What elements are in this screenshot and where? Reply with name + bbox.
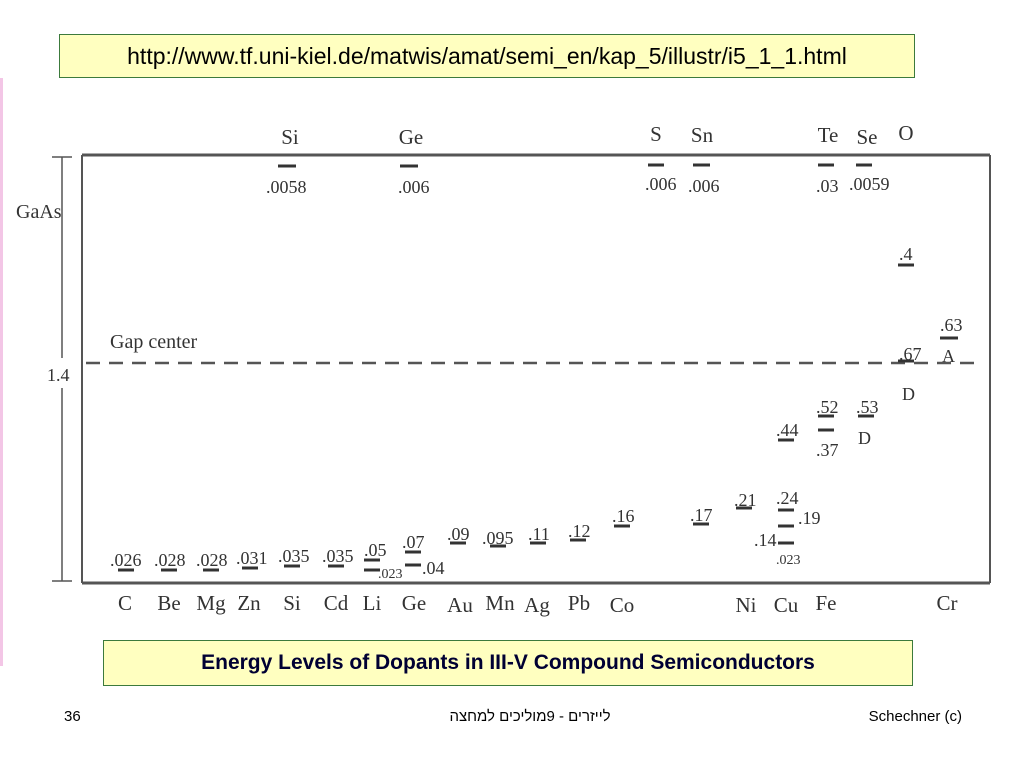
level-value-ni-021: .21 [734,490,757,510]
course-footer: לייזרים - 9מוליכים למחצה [449,708,611,725]
level-value-cu-024: .24 [776,488,799,508]
author-footer: Schechner (c) [868,708,962,725]
gap-value-label: 1.4 [47,365,70,385]
bottom-element-labels: C Be Mg Zn Si Cd Li Ge Au Mn Ag Pb Co Ni… [118,591,958,617]
level-value-cu-014: .14 [754,530,777,550]
level-type-fe-donor: D [858,428,871,448]
level-value-be-0028: .028 [154,550,186,570]
level-type-o-donor: D [902,384,915,404]
source-url: http://www.tf.uni-kiel.de/matwis/amat/se… [127,42,847,69]
bottom-element-ni: Ni [736,593,757,617]
level-value-cr-063: .63 [940,315,963,335]
level-value-zn-0031: .031 [236,548,268,568]
level-value-o-04: .4 [899,244,913,264]
dopant-energy-level-diagram: GaAs 1.4 Gap center Si Ge S Sn Te Se O C… [16,121,991,617]
bottom-element-mn: Mn [485,591,515,615]
gap-value-backdrop [40,358,68,388]
bottom-element-cr: Cr [937,591,958,615]
level-value-c-0026: .026 [110,550,142,570]
top-element-s: S [650,122,662,146]
bottom-element-fe: Fe [816,591,837,615]
band-frame [52,153,991,585]
level-value-sn-donor: .006 [688,176,720,196]
top-element-se: Se [857,125,878,149]
level-value-cd-0035: .035 [322,546,354,566]
slide-accent-line [0,78,3,666]
bottom-element-be: Be [157,591,180,615]
level-value-mn-0095: .095 [482,528,514,548]
bottom-element-si: Si [283,591,301,615]
level-value-fe-037: .37 [816,440,839,460]
level-value-cu-0023: .023 [776,553,801,568]
level-value-s-donor: .006 [645,174,677,194]
bottom-element-au: Au [447,593,473,617]
level-value-si-0035: .035 [278,546,310,566]
bottom-element-c: C [118,591,132,615]
page-number: 36 [64,708,81,725]
level-type-cr-acceptor: A [942,346,955,366]
level-value-te-donor: .03 [816,176,839,196]
bottom-element-pb: Pb [568,591,590,615]
bottom-element-co: Co [610,593,635,617]
level-value-cu-044: .44 [776,420,799,440]
bottom-element-ge: Ge [402,591,427,615]
bottom-element-zn: Zn [237,591,261,615]
top-element-ge: Ge [399,125,424,149]
top-element-o: O [898,121,913,145]
level-value-au-009: .09 [447,524,470,544]
bottom-element-li: Li [363,591,382,615]
top-element-te: Te [818,123,839,147]
source-url-box: http://www.tf.uni-kiel.de/matwis/amat/se… [59,34,915,78]
level-value-si-donor: .0058 [266,177,307,197]
material-label: GaAs [16,201,62,223]
energy-level-bars [118,163,958,572]
level-value-co-016: .16 [612,506,635,526]
top-element-labels: Si Ge S Sn Te Se O [281,121,913,149]
level-value-co-017: .17 [690,505,713,525]
level-value-li-0023: .023 [378,567,403,582]
level-value-li-005: .05 [364,540,387,560]
caption-box: Energy Levels of Dopants in III-V Compou… [103,640,913,686]
gap-center-label: Gap center [110,331,198,353]
level-value-se-donor: .0059 [849,174,890,194]
bottom-element-cu: Cu [774,593,799,617]
level-value-ge-donor: .006 [398,177,430,197]
top-element-sn: Sn [691,123,714,147]
level-value-mg-0028: .028 [196,550,228,570]
level-value-fe-052: .52 [816,397,839,417]
top-element-si: Si [281,125,299,149]
bottom-element-ag: Ag [524,593,550,617]
bottom-element-mg: Mg [196,591,226,615]
level-value-o-067: .67 [899,344,922,364]
level-value-pb-012: .12 [568,521,591,541]
level-value-ge-004: .04 [422,558,445,578]
level-value-ag-011: .11 [528,524,550,544]
bottom-element-cd: Cd [324,591,349,615]
level-value-fe-053: .53 [856,397,879,417]
slide-caption: Energy Levels of Dopants in III-V Compou… [201,651,815,674]
level-value-ge-007: .07 [402,532,425,552]
energy-level-values: .0058 .006 .006 .006 .03 .0059 .4 .67 D … [110,174,963,582]
level-value-cu-019: .19 [798,508,821,528]
